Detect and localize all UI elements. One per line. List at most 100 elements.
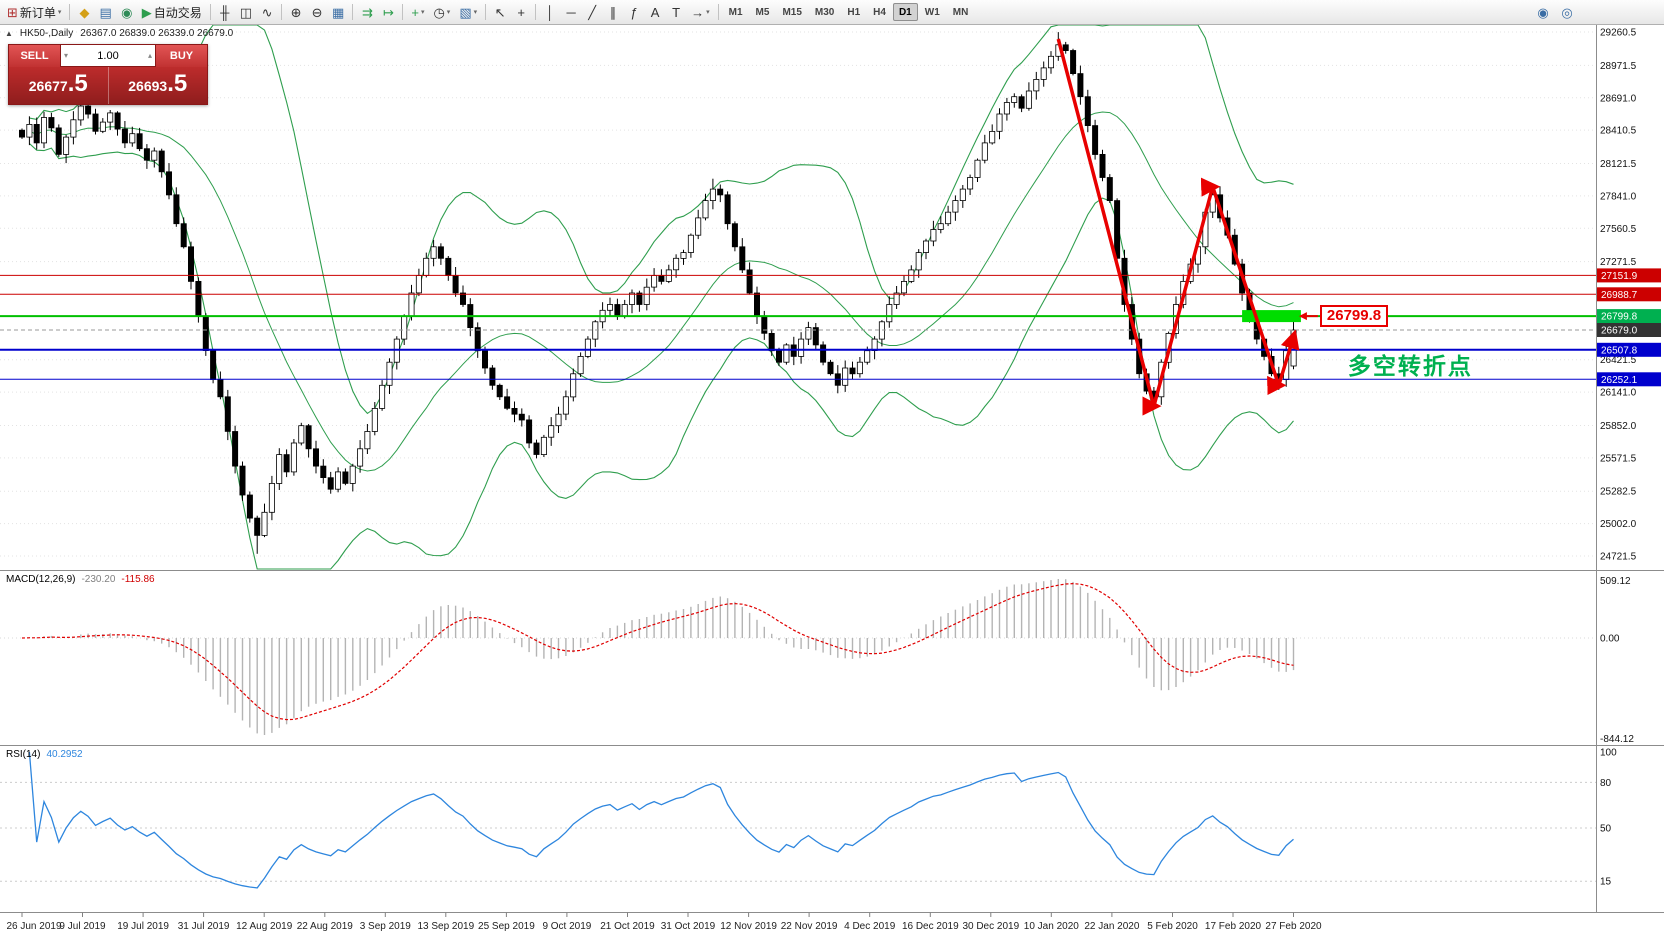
trendline-icon[interactable]: ╱ [582,2,602,22]
svg-text:26988.7: 26988.7 [1601,290,1638,301]
text-icon: A [650,4,660,20]
svg-text:9 Jul 2019: 9 Jul 2019 [59,921,106,932]
new-order-button-label: 新订单 [19,5,56,20]
svg-text:26679.0: 26679.0 [1601,326,1638,337]
tile-windows-icon[interactable]: ▦ [328,2,348,22]
support-resistance-lines[interactable] [0,274,1596,380]
crosshair-icon[interactable]: + [511,2,531,22]
svg-text:19 Jul 2019: 19 Jul 2019 [117,921,169,932]
volume-value[interactable]: 1.00 [97,49,119,62]
timeframe-m30-button[interactable]: M30 [814,6,835,18]
svg-text:31 Jul 2019: 31 Jul 2019 [178,921,230,932]
sell-price[interactable]: 26677 .5 [9,67,109,104]
fibonacci-icon: ƒ [630,4,638,20]
vertical-line-icon[interactable]: │ [540,2,560,22]
new-order-button[interactable]: ⊞ 新订单 ▾ [3,2,65,22]
new-order-icon: ⊞ [7,4,18,20]
zoom-out-icon[interactable]: ⊖ [307,2,327,22]
svg-text:28121.5: 28121.5 [1600,159,1637,170]
price-callout-label[interactable]: 26799.8 [1319,305,1389,328]
timeframe-d1-button[interactable]: D1 [892,3,918,21]
toolbar-separator [209,4,211,20]
svg-text:3 Sep 2019: 3 Sep 2019 [360,921,412,932]
candlestick-icon[interactable]: ◫ [236,2,256,22]
svg-text:0.00: 0.00 [1600,634,1620,645]
one-click-collapse-icon[interactable]: ▲ [5,29,13,38]
timeframe-mn-button[interactable]: MN [952,6,969,18]
svg-text:26421.5: 26421.5 [1600,355,1637,366]
navigator-icon[interactable]: ◉ [117,2,137,22]
text-icon[interactable]: A [645,2,665,22]
chart-title: ▲ HK50-,Daily 26367.0 26839.0 26339.0 26… [5,28,233,39]
svg-text:29260.5: 29260.5 [1600,28,1637,39]
macd-indicator-header: MACD(12,26,9) -230.20 -115.86 [6,574,155,585]
candlestick-icon: ◫ [239,4,253,20]
data-window-icon[interactable]: ▤ [95,2,115,22]
svg-text:26 Jun 2019: 26 Jun 2019 [6,921,61,932]
svg-text:28971.5: 28971.5 [1600,61,1637,72]
toolbar-separator [352,4,354,20]
toolbar-separator [717,4,719,20]
buy-button[interactable]: BUY [155,45,207,67]
toolbar-right-group: ◉ ◎ [1533,2,1577,22]
text-label-icon[interactable]: T [666,2,686,22]
equidistant-channel-icon: ∥ [609,4,617,20]
timeframe-m15-button[interactable]: M15 [782,6,802,18]
turning-point-label[interactable]: 多空转折点 [1347,352,1473,379]
auto-trading-button[interactable]: ▶ 自动交易 [138,2,206,22]
timeframe-w1-button[interactable]: W1 [924,6,940,18]
cursor-icon: ↖ [494,4,506,20]
volume-up-icon[interactable]: ▴ [147,51,152,60]
svg-text:30 Dec 2019: 30 Dec 2019 [962,921,1019,932]
fibonacci-icon[interactable]: ƒ [624,2,644,22]
svg-text:5 Feb 2020: 5 Feb 2020 [1147,921,1198,932]
svg-text:28410.5: 28410.5 [1600,126,1637,137]
sell-button[interactable]: SELL [9,45,61,67]
cursor-icon[interactable]: ↖ [490,2,510,22]
symbol-ohlc: 26367.0 26839.0 26339.0 26679.0 [80,28,234,39]
community-icon[interactable]: ◉ [1533,2,1553,22]
periods-icon[interactable]: ◷ ▾ [429,2,454,22]
chart-shift-icon[interactable]: ↦ [378,2,398,22]
caret-down-icon: ▾ [420,9,425,16]
svg-text:100: 100 [1600,748,1617,759]
macd-value-signal: -115.86 [121,574,155,585]
red-zigzag-annotation[interactable] [1056,38,1300,416]
svg-text:27 Feb 2020: 27 Feb 2020 [1265,921,1322,932]
market-watch-icon[interactable]: ◆ [74,2,94,22]
timeframe-m1-button[interactable]: M1 [728,6,743,18]
templates-icon[interactable]: ▧ ▾ [455,2,481,22]
svg-text:26507.8: 26507.8 [1601,345,1638,356]
svg-text:10 Jan 2020: 10 Jan 2020 [1024,921,1079,932]
toolbar-separator [281,4,283,20]
arrows-icon[interactable]: → ▾ [687,2,714,22]
timeframe-m5-button[interactable]: M5 [755,6,770,18]
panel-borders [0,24,1664,913]
horizontal-line-icon[interactable]: ─ [561,2,581,22]
svg-text:22 Aug 2019: 22 Aug 2019 [297,921,354,932]
one-click-top-row: SELL ▾ 1.00 ▴ BUY [9,45,207,67]
chart-shift-icon: ↦ [382,4,394,20]
equidistant-channel-icon[interactable]: ∥ [603,2,623,22]
zoom-in-icon[interactable]: ⊕ [286,2,306,22]
green-highlight-rect[interactable] [1242,310,1301,323]
indicators-icon[interactable]: + ▾ [407,2,428,22]
bar-chart-icon[interactable]: ╫ [215,2,235,22]
timeframe-h4-button[interactable]: H4 [873,6,886,18]
auto-scroll-icon[interactable]: ⇉ [357,2,377,22]
timeframe-h1-button[interactable]: H1 [847,6,861,18]
line-chart-icon[interactable]: ∿ [257,2,277,22]
volume-down-icon[interactable]: ▾ [64,51,69,60]
svg-text:50: 50 [1600,824,1612,835]
data-window-icon: ▤ [99,4,112,20]
buy-price[interactable]: 26693 .5 [109,67,208,104]
svg-text:21 Oct 2019: 21 Oct 2019 [600,921,655,932]
horizontal-line-icon: ─ [566,4,576,20]
arrows-icon: → [691,4,705,20]
volume-stepper[interactable]: ▾ 1.00 ▴ [61,45,155,67]
search-icon[interactable]: ◎ [1557,2,1577,22]
macd-value-main: -230.20 [81,574,116,585]
